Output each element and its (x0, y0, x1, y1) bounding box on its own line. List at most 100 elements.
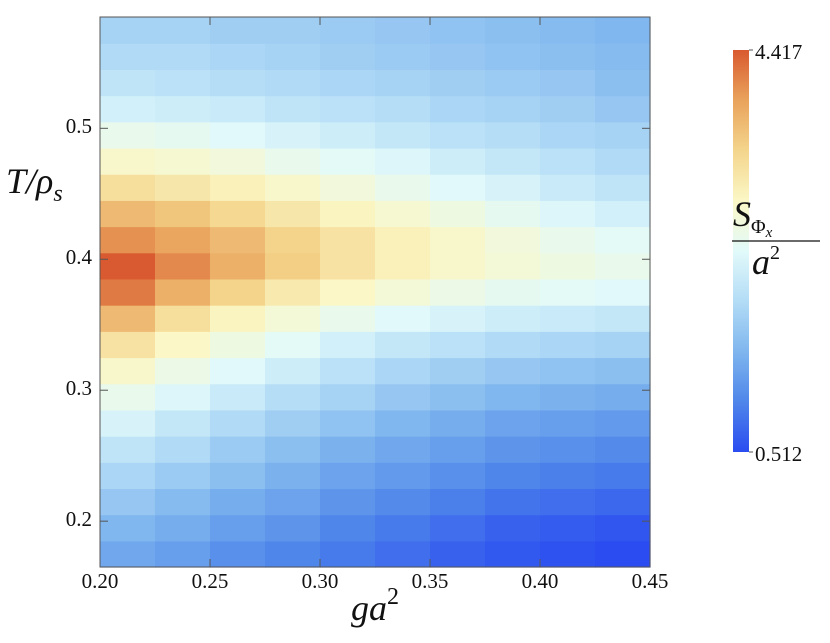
heat-cell (210, 147, 266, 175)
heat-cell (595, 121, 651, 149)
heat-cell (595, 278, 651, 306)
heat-cell (595, 305, 651, 332)
cb-den-sup: 2 (770, 242, 780, 264)
heat-cell (265, 540, 321, 568)
heat-cell (485, 17, 541, 44)
heat-cell (100, 305, 156, 332)
heat-cell (595, 540, 651, 568)
heat-cell (540, 147, 596, 175)
heat-cell (595, 17, 651, 44)
heat-cell (375, 383, 431, 411)
heat-cell (595, 488, 651, 516)
heat-cell (100, 69, 156, 97)
cb-num-subsub: x (765, 225, 773, 241)
heat-cell (540, 17, 596, 44)
heat-cell (375, 147, 431, 175)
heat-cell (320, 200, 376, 228)
colorbar (733, 50, 749, 452)
heat-cell (540, 278, 596, 306)
heat-cell (100, 121, 156, 149)
heat-cell (210, 436, 266, 463)
heat-cell (375, 226, 431, 254)
x-tick-label: 0.25 (192, 569, 229, 593)
heat-cell (210, 174, 266, 201)
heat-cell (265, 357, 321, 385)
heat-cell (155, 278, 211, 306)
heat-cell (265, 43, 321, 70)
heat-cell (320, 226, 376, 254)
heat-cell (100, 540, 156, 568)
heat-cell (155, 331, 211, 359)
heat-cell (540, 174, 596, 201)
heat-cell (430, 69, 486, 97)
heat-cell (210, 226, 266, 254)
heat-cell (540, 252, 596, 280)
heat-cell (155, 409, 211, 437)
heat-cell (595, 462, 651, 490)
heat-cell (540, 409, 596, 437)
heat-cell (265, 147, 321, 175)
heat-cell (540, 69, 596, 97)
heat-cell (375, 436, 431, 463)
heat-cell (210, 357, 266, 385)
heat-cell (265, 278, 321, 306)
heat-cell (430, 436, 486, 463)
heat-cell (595, 436, 651, 463)
heat-cell (430, 278, 486, 306)
heat-cell (430, 540, 486, 568)
heat-cell (485, 69, 541, 97)
heat-cell (320, 252, 376, 280)
x-axis-label: ga2 (351, 584, 399, 629)
heat-cell (100, 383, 156, 411)
y-tick-label: 0.4 (66, 245, 93, 269)
heat-cell (100, 462, 156, 490)
heat-cell (540, 331, 596, 359)
heat-cell (595, 383, 651, 411)
x-tick-label: 0.35 (412, 569, 449, 593)
heat-cell (540, 226, 596, 254)
heat-cell (595, 514, 651, 542)
cb-num-base: S (733, 194, 751, 234)
heat-cell (100, 278, 156, 306)
heat-cell (155, 462, 211, 490)
heat-cell (265, 331, 321, 359)
heat-cell (210, 17, 266, 44)
heat-cell (155, 43, 211, 70)
heat-cell (265, 383, 321, 411)
y-tick-label: 0.2 (66, 507, 92, 531)
heat-cell (210, 200, 266, 228)
heat-cell (210, 252, 266, 280)
heat-cell (430, 174, 486, 201)
heat-cell (485, 383, 541, 411)
heat-cell (155, 305, 211, 332)
heat-cell (485, 226, 541, 254)
heat-cell (100, 43, 156, 70)
heat-cell (155, 200, 211, 228)
heat-cell (430, 200, 486, 228)
heatmap (100, 17, 651, 568)
heat-cell (485, 147, 541, 175)
heat-cell (485, 252, 541, 280)
heat-cell (430, 17, 486, 44)
heat-cell (595, 95, 651, 123)
heat-cell (155, 383, 211, 411)
heat-cell (430, 462, 486, 490)
heat-cell (375, 462, 431, 490)
heat-cell (430, 331, 486, 359)
heat-cell (430, 252, 486, 280)
y-label-sub: s (53, 181, 62, 207)
heat-cell (265, 174, 321, 201)
heat-cell (100, 331, 156, 359)
heat-cell (485, 200, 541, 228)
heat-cell (155, 17, 211, 44)
heat-cell (375, 95, 431, 123)
heat-cell (540, 383, 596, 411)
cb-den-base: a (752, 242, 770, 282)
heat-cell (320, 69, 376, 97)
heat-cell (210, 462, 266, 490)
heat-cell (485, 436, 541, 463)
heat-cell (100, 174, 156, 201)
heat-cell (320, 147, 376, 175)
heat-cell (265, 436, 321, 463)
heat-cell (320, 174, 376, 201)
